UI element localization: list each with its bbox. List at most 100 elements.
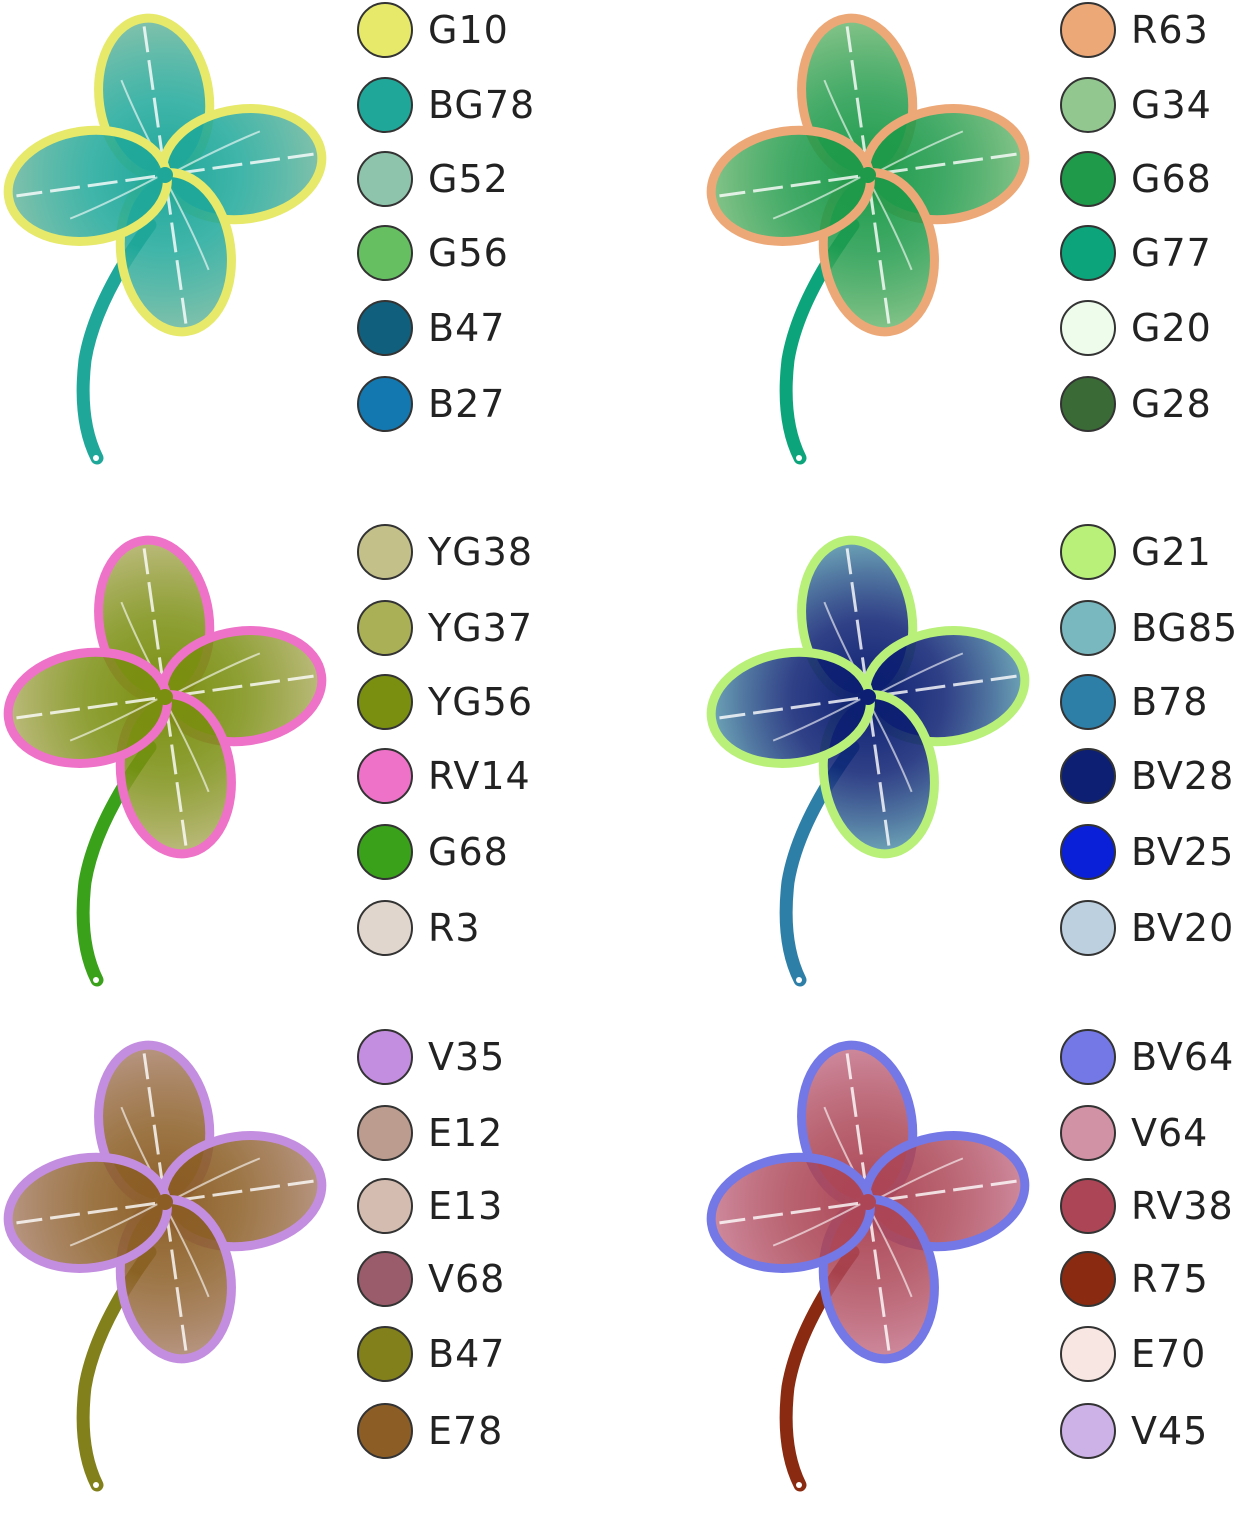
color-swatch-circle xyxy=(357,824,413,880)
color-swatch-item: V64 xyxy=(1060,1103,1208,1163)
clover-illustration xyxy=(3,13,327,465)
clover-panel: G21 BG85 B78 BV28 BV25 BV20 xyxy=(703,522,1239,1022)
clover-illustration xyxy=(706,13,1030,465)
color-swatch-circle xyxy=(1060,77,1116,133)
color-code-label: B47 xyxy=(428,306,506,350)
color-swatch-item: G77 xyxy=(1060,223,1212,283)
color-swatch-item: E78 xyxy=(357,1401,503,1461)
color-swatch-circle xyxy=(1060,524,1116,580)
color-swatch-circle xyxy=(357,674,413,730)
color-swatch-item: G21 xyxy=(1060,522,1212,582)
clover-leaf xyxy=(706,1152,875,1273)
color-swatch-item: BV64 xyxy=(1060,1027,1234,1087)
color-swatch-item: BV20 xyxy=(1060,898,1234,958)
clover-illustration xyxy=(706,1040,1030,1492)
color-code-label: RV14 xyxy=(428,754,531,798)
clover-panel: BV64 V64 RV38 R75 E70 V45 xyxy=(703,1027,1239,1527)
color-code-label: E13 xyxy=(428,1184,504,1228)
color-code-label: V68 xyxy=(428,1257,506,1301)
color-swatch-circle xyxy=(357,900,413,956)
color-code-label: R63 xyxy=(1131,8,1209,52)
color-swatch-circle xyxy=(357,225,413,281)
color-swatch-item: G68 xyxy=(1060,149,1212,209)
color-swatch-circle xyxy=(357,151,413,207)
color-swatch-item: B47 xyxy=(357,1324,505,1384)
color-swatch-circle xyxy=(1060,674,1116,730)
color-swatch-item: G68 xyxy=(357,822,509,882)
color-swatch-item: G34 xyxy=(1060,75,1212,135)
color-swatch-item: R63 xyxy=(1060,0,1209,60)
color-swatch-circle xyxy=(357,1251,413,1307)
color-swatch-item: V35 xyxy=(357,1027,505,1087)
color-swatch-item: E13 xyxy=(357,1176,503,1236)
color-swatch-item: V68 xyxy=(357,1249,505,1309)
color-code-label: BV28 xyxy=(1131,754,1235,798)
color-code-label: BG78 xyxy=(428,83,536,127)
color-code-label: BG85 xyxy=(1131,606,1239,650)
color-swatch-circle xyxy=(1060,1105,1116,1161)
color-swatch-circle xyxy=(357,77,413,133)
color-swatch-circle xyxy=(1060,2,1116,58)
color-swatch-circle xyxy=(1060,1251,1116,1307)
color-code-label: E78 xyxy=(428,1409,504,1453)
color-swatch-circle xyxy=(357,600,413,656)
color-swatch-item: R75 xyxy=(1060,1249,1209,1309)
color-code-label: BV25 xyxy=(1131,830,1235,874)
color-code-label: V45 xyxy=(1131,1409,1209,1453)
color-code-label: G77 xyxy=(1131,231,1212,275)
color-code-label: G21 xyxy=(1131,530,1212,574)
color-swatch-circle xyxy=(1060,1403,1116,1459)
clover-panel: R63 G34 G68 G77 G20 G28 xyxy=(703,0,1239,500)
color-swatch-item: G10 xyxy=(357,0,509,60)
color-swatch-circle xyxy=(1060,376,1116,432)
color-swatch-circle xyxy=(1060,600,1116,656)
color-swatch-item: G56 xyxy=(357,223,509,283)
color-swatch-item: YG38 xyxy=(357,522,533,582)
color-swatch-item: G20 xyxy=(1060,298,1212,358)
color-swatch-item: RV38 xyxy=(1060,1176,1234,1236)
color-swatch-circle xyxy=(1060,225,1116,281)
color-swatch-circle xyxy=(357,1178,413,1234)
color-swatch-circle xyxy=(357,2,413,58)
color-swatch-item: E70 xyxy=(1060,1324,1206,1384)
color-swatch-circle xyxy=(357,748,413,804)
color-code-label: E70 xyxy=(1131,1332,1207,1376)
clover-illustration xyxy=(3,535,327,987)
color-code-label: R75 xyxy=(1131,1257,1209,1301)
color-code-label: G20 xyxy=(1131,306,1212,350)
color-swatch-circle xyxy=(1060,748,1116,804)
color-code-label: R3 xyxy=(428,906,481,950)
color-code-label: BV64 xyxy=(1131,1035,1235,1079)
clover-panel: YG38 YG37 YG56 RV14 G68 R3 xyxy=(0,522,540,1022)
color-swatch-item: B47 xyxy=(357,298,505,358)
color-swatch-circle xyxy=(357,524,413,580)
color-code-label: G10 xyxy=(428,8,509,52)
color-code-label: G52 xyxy=(428,157,509,201)
color-code-label: YG38 xyxy=(428,530,534,574)
color-code-label: V64 xyxy=(1131,1111,1209,1155)
color-code-label: G68 xyxy=(428,830,509,874)
color-code-label: E12 xyxy=(428,1111,504,1155)
color-code-label: V35 xyxy=(428,1035,506,1079)
color-code-label: G28 xyxy=(1131,382,1212,426)
color-code-label: G68 xyxy=(1131,157,1212,201)
color-code-label: YG56 xyxy=(428,680,534,724)
clover-panel: V35 E12 E13 V68 B47 E78 xyxy=(0,1027,540,1527)
color-swatch-circle xyxy=(1060,300,1116,356)
clover-illustration xyxy=(3,1040,327,1492)
clover-panel: G10 BG78 G52 G56 B47 B27 xyxy=(0,0,540,500)
color-swatch-item: BG78 xyxy=(357,75,535,135)
color-swatch-circle xyxy=(1060,900,1116,956)
color-code-label: YG37 xyxy=(428,606,534,650)
color-swatch-item: G28 xyxy=(1060,374,1212,434)
color-swatch-circle xyxy=(1060,1326,1116,1382)
color-swatch-circle xyxy=(1060,151,1116,207)
color-swatch-item: YG56 xyxy=(357,672,533,732)
color-swatch-item: G52 xyxy=(357,149,509,209)
color-swatch-circle xyxy=(1060,1178,1116,1234)
color-swatch-circle xyxy=(357,1105,413,1161)
color-swatch-item: BV25 xyxy=(1060,822,1234,882)
color-code-label: G34 xyxy=(1131,83,1212,127)
color-swatch-circle xyxy=(357,1403,413,1459)
color-swatch-circle xyxy=(357,1326,413,1382)
